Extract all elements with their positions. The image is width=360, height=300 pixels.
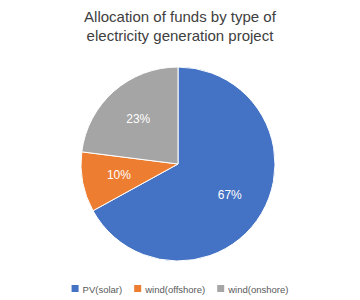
slice [82, 67, 178, 164]
title: Allocation of funds by type of electricit… [84, 8, 277, 44]
legend-label: PV(solar) [83, 284, 123, 295]
chart: Allocation of funds by type of electricit… [0, 0, 360, 300]
legend-item: wind(offshore) [134, 284, 205, 295]
data-label: 23% [126, 112, 150, 126]
legend-label: wind(offshore) [144, 284, 205, 295]
legend-marker [217, 285, 224, 292]
legend-marker [72, 285, 79, 292]
data-label: 67% [218, 188, 242, 202]
pie [81, 67, 275, 261]
legend-marker [134, 285, 141, 292]
title-line: electricity generation project [87, 27, 275, 44]
legend-label: wind(onshore) [227, 284, 288, 295]
data-labels: 67% 10% 23% [107, 112, 242, 202]
data-label: 10% [107, 168, 131, 182]
background [0, 0, 360, 300]
legend-item: PV(solar) [72, 284, 123, 295]
legend: PV(solar) wind(offshore) wind(onshore) [72, 284, 289, 295]
title-line: Allocation of funds by type of [84, 8, 277, 25]
legend-item: wind(onshore) [217, 284, 288, 295]
